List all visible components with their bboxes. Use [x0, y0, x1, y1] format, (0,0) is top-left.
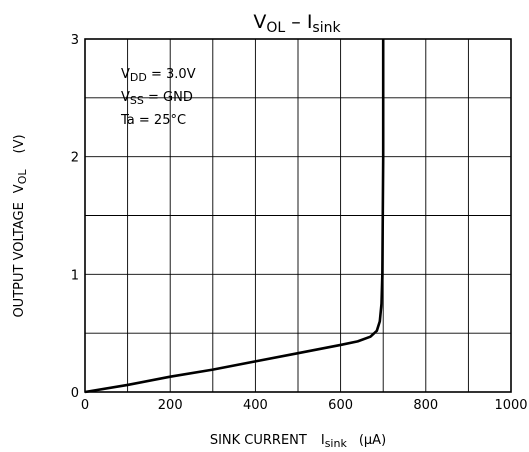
plot-frame — [84, 38, 512, 393]
x-tick-label: 800 — [413, 398, 438, 413]
tick-labels: 0 200 400 600 800 1000 0 1 2 3 — [71, 33, 528, 413]
x-tick-label: 400 — [243, 398, 268, 413]
condition-line: VDD = 3.0V — [121, 67, 196, 84]
series-line — [84, 39, 385, 394]
x-tick-label: 0 — [81, 398, 89, 413]
y-tick-label: 0 — [71, 386, 79, 401]
conditions-annotation: VDD = 3.0V VSS = GND Ta = 25°C — [120, 67, 196, 128]
chart-title: VOL – Isink — [253, 11, 341, 36]
y-tick-label: 1 — [71, 268, 79, 283]
y-tick-label: 3 — [71, 33, 79, 48]
x-tick-label: 1000 — [494, 398, 527, 413]
y-tick-label: 2 — [71, 151, 79, 166]
y-axis-label: OUTPUT VOLTAGEVOL(V) — [12, 134, 29, 317]
grid — [85, 39, 511, 392]
condition-line: VSS = GND — [121, 90, 193, 107]
condition-line: Ta = 25°C — [120, 113, 186, 128]
x-tick-label: 600 — [328, 398, 353, 413]
x-tick-label: 200 — [158, 398, 183, 413]
x-axis-label: SINK CURRENT Isink (µA) — [210, 433, 386, 450]
